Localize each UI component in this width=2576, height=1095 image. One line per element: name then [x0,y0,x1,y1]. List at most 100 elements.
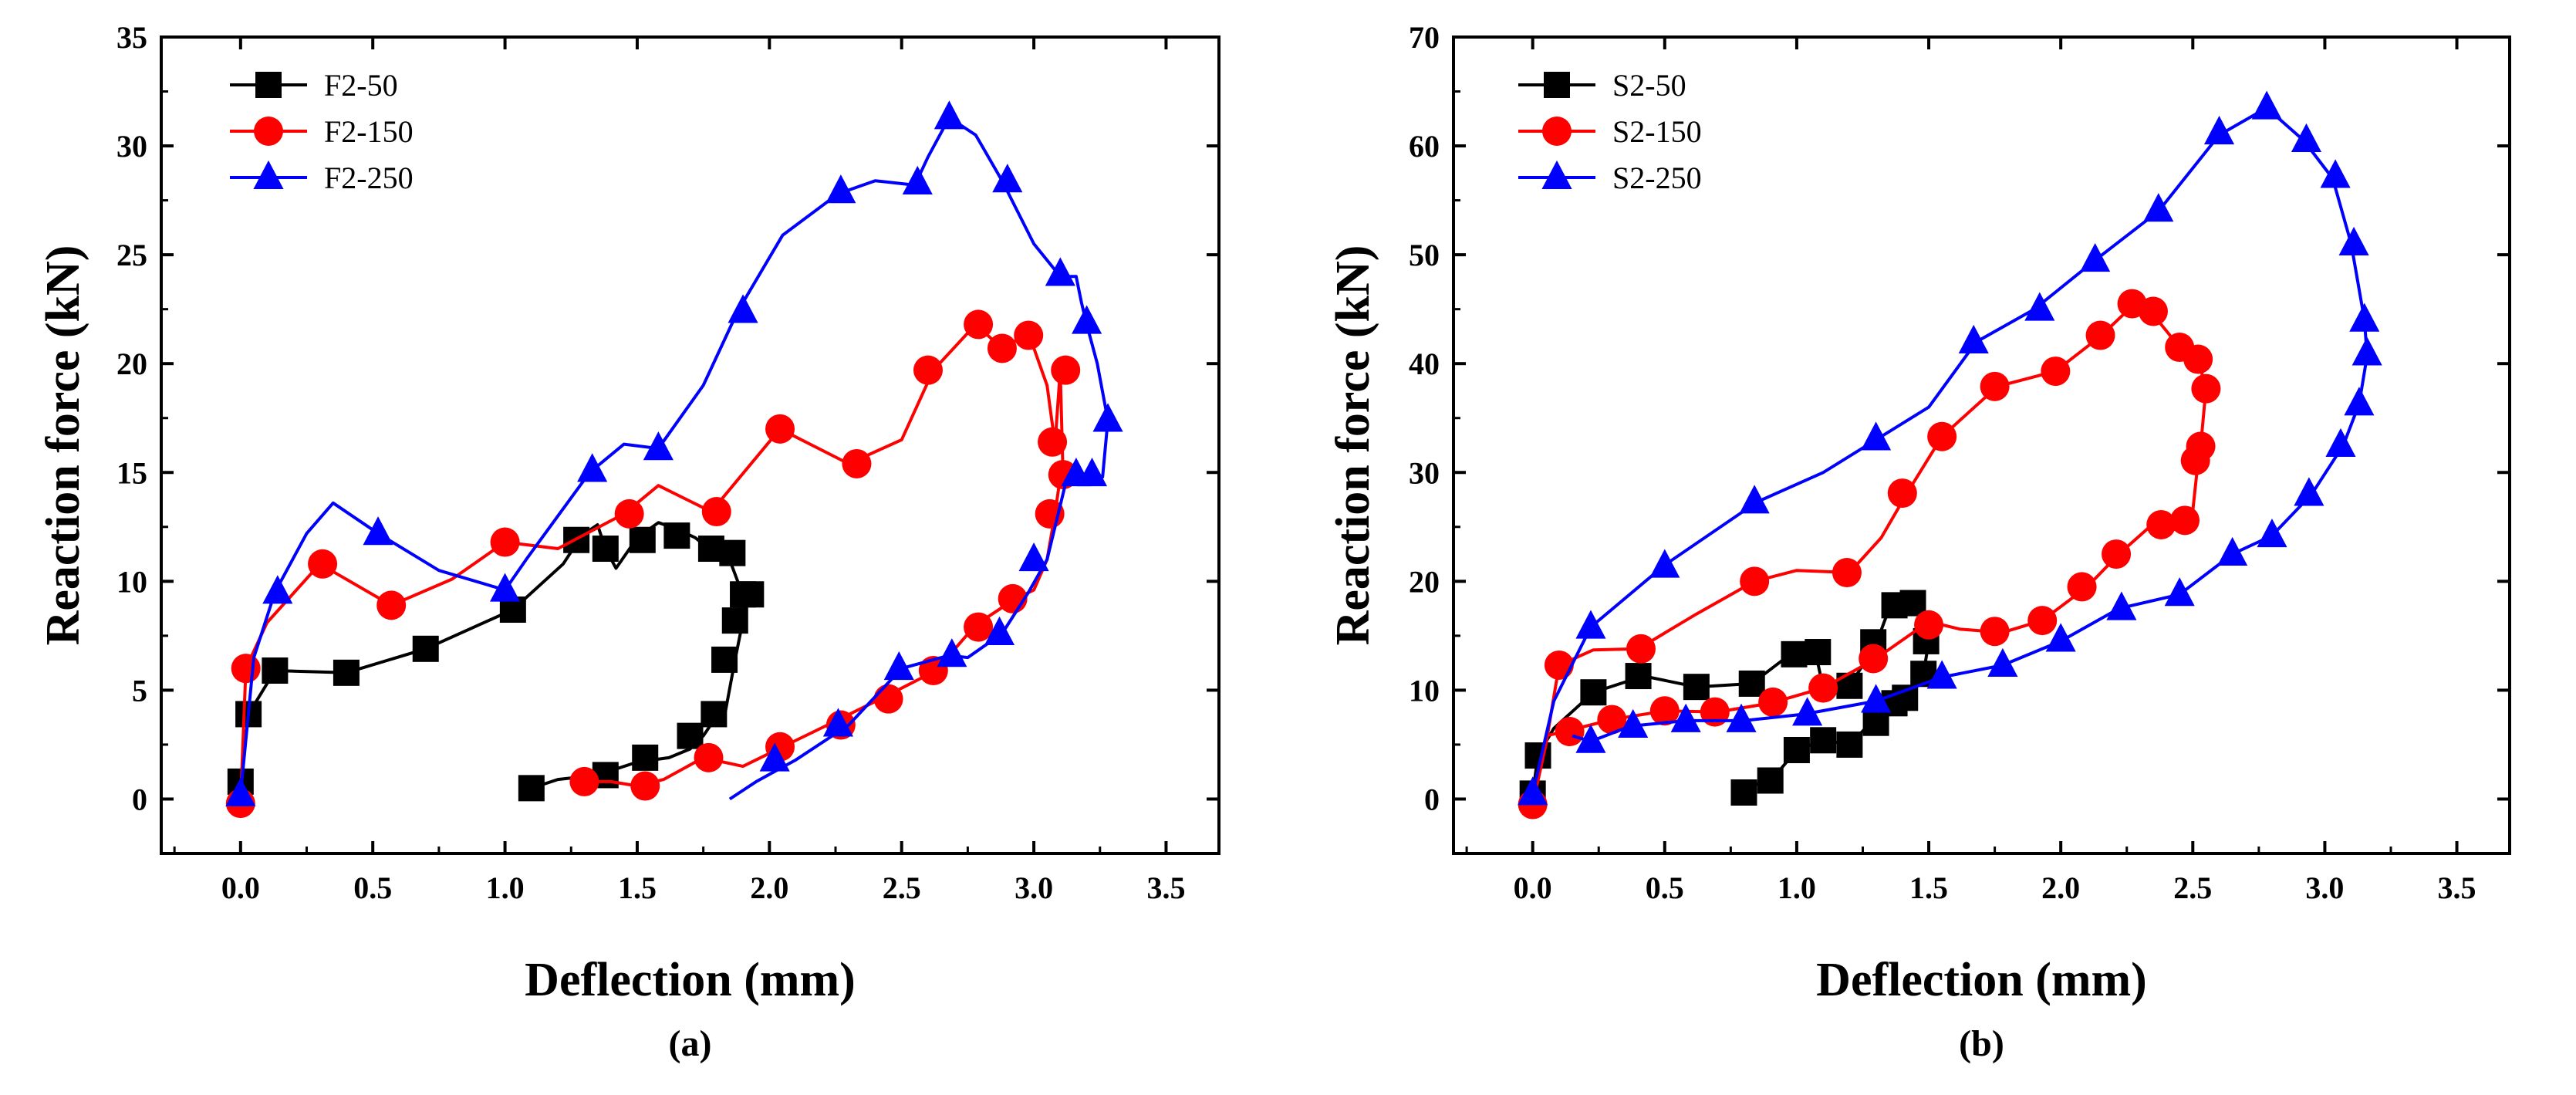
data-point [2143,193,2174,222]
data-point [1580,679,1607,706]
x-tick-label: 3.0 [2305,870,2344,905]
legend-label: F2-150 [324,114,414,149]
data-point [2164,577,2195,607]
data-point [701,701,728,728]
data-point [225,777,256,806]
data-point [1597,705,1627,735]
data-point [1092,403,1123,432]
data-point [1861,421,1892,451]
data-point [1045,257,1075,286]
plot-frame [160,35,1220,855]
data-point [1810,727,1837,754]
data-point [730,581,757,608]
data-point [1683,674,1710,701]
data-point [1555,717,1585,747]
data-point [262,657,289,684]
data-point [1544,650,1574,680]
data-point [1987,647,2018,677]
legend-marker [253,160,284,189]
data-point [2106,591,2137,620]
data-point [2138,296,2168,326]
data-point [1958,324,1989,353]
data-point [934,100,964,130]
data-point [1738,670,1765,697]
data-point [1836,731,1863,758]
legend-label: S2-250 [1612,161,1702,195]
x-tick-label: 0.0 [1514,870,1552,905]
data-point [1781,640,1808,667]
y-tick-label: 40 [1409,346,1440,381]
data-point [2344,387,2375,416]
data-point [2325,428,2356,457]
data-point [569,766,599,796]
data-point [2203,116,2235,145]
data-point [987,333,1017,363]
data-point [1018,542,1049,572]
data-point [902,165,933,195]
y-tick-label: 10 [1409,673,1440,708]
data-point [262,575,293,604]
data-point [1980,371,2010,401]
data-point [1740,566,1770,597]
data-point [1072,305,1102,334]
data-point [1038,427,1068,457]
x-tick-label: 1.0 [1778,870,1816,905]
data-point [964,612,994,642]
data-point [1575,610,1606,639]
x-tick-label: 2.0 [2041,870,2080,905]
y-tick-label: 30 [1409,455,1440,490]
data-point [1739,485,1770,514]
data-point [592,536,619,563]
data-point [630,771,660,801]
legend-marker [1544,72,1570,98]
data-point [701,497,731,527]
legend-marker [254,117,283,146]
legend-label: F2-250 [324,161,414,195]
data-point [2170,505,2200,536]
data-point [490,573,521,602]
data-point [2338,226,2369,256]
x-tick-label: 1.5 [618,870,657,905]
data-point [629,526,656,553]
data-point [2320,159,2351,188]
panel-b: 0.0 0.5 1.0 1.5 2.0 2.5 3.0 3.5 0 10 20 30 40 50 60 70 D… [1327,20,2511,1064]
data-point [765,414,795,444]
y-tick-label: 20 [1409,564,1440,599]
legend-marker [255,72,282,98]
data-point [333,659,360,686]
data-point [2217,536,2248,566]
data-point [376,590,407,620]
legend: S2-50 S2-150 S2-250 [1518,68,1702,195]
data-point [759,742,790,772]
data-point [711,646,738,673]
data-point [984,616,1015,646]
data-point [1626,634,1656,664]
x-tick-label: 2.5 [2173,870,2212,905]
x-tick-label: 0.5 [353,870,392,905]
x-tick-label: 2.5 [883,870,921,905]
data-point [1518,776,1548,806]
data-point [2080,243,2111,272]
series-f2-250 [225,100,1123,806]
data-point [719,539,746,566]
data-point [1758,687,1788,717]
x-axis-title: Deflection (mm) [1816,954,2147,1006]
data-point [825,174,856,204]
y-tick-label: 15 [116,455,147,490]
y-tick-label: 0 [132,782,147,816]
data-point [2191,373,2221,404]
data-point [1832,558,1862,588]
data-point [663,522,690,549]
data-point [518,775,545,802]
series-line [1531,106,2369,794]
y-tick-label: 70 [1409,20,1440,55]
data-point [2146,509,2176,539]
x-tick-label: 0.0 [221,870,260,905]
data-point [308,549,338,579]
data-point [873,684,903,714]
data-point [2291,123,2322,153]
data-point [577,453,608,482]
data-point [1792,697,1823,726]
data-point [1980,617,2010,647]
